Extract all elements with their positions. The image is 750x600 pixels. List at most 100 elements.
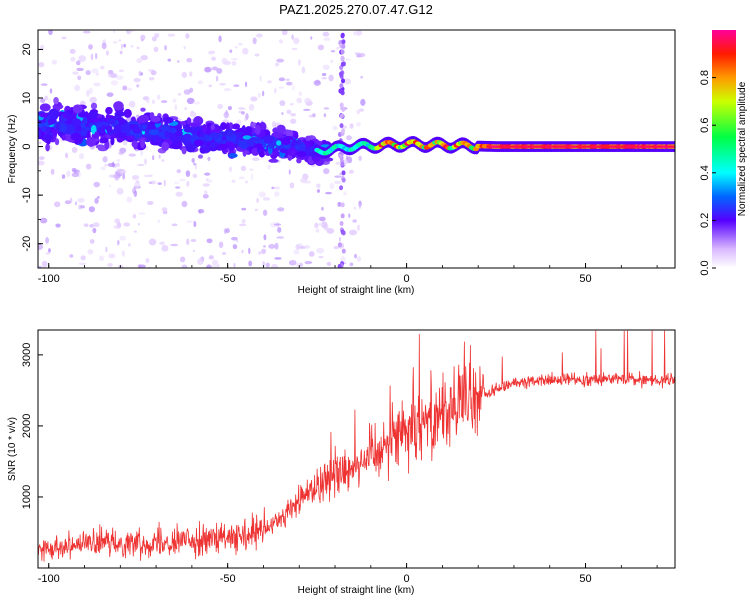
spectrogram-noise-mark [192,249,196,253]
spectrogram-noise-mark [77,75,82,81]
spectrogram-noise-mark [94,197,99,204]
spectrogram-noise-mark [163,179,166,187]
spectrogram-noise-mark [291,34,294,40]
spectrogram-noise-mark [203,190,208,195]
spectrogram-mark [96,113,102,119]
spectrogram-noise-mark [204,172,211,176]
spectrogram-noise-mark [92,227,97,234]
spectrogram-noise-mark [338,153,343,159]
spectrogram-noise-mark [71,167,77,173]
spectrogram-noise-mark [322,31,330,37]
spectrogram-noise-mark [105,246,108,253]
spectrogram-noise-mark [185,33,190,39]
spectrogram-mark [305,135,311,142]
spectrogram-noise-mark [276,236,285,239]
spectrogram-noise-mark [116,162,120,168]
spectrogram-mark [126,135,136,140]
spectrogram-noise-mark [341,230,346,236]
spectrogram-noise-mark [93,82,101,87]
spectrogram-noise-mark [138,264,146,268]
spectrogram-noise-mark [340,161,345,167]
spectrogram-mark [218,143,228,150]
spectrogram-noise-mark [41,260,48,268]
spectrogram-noise-mark [290,118,297,124]
spectrogram-noise-mark [340,55,345,61]
spectrogram-noise-mark [135,180,140,183]
spectrogram-noise-mark [55,223,61,228]
spectrogram-mark [182,133,193,143]
spectrogram-noise-mark [291,85,295,91]
spectrogram-noise-mark [87,249,94,255]
spectrogram-noise-mark [197,258,204,266]
spectrogram-noise-mark [262,209,268,216]
spectrogram-mark [115,126,123,132]
spectrogram-noise-mark [148,238,157,246]
spectrogram-noise-mark [69,48,76,54]
spectrogram-noise-mark [115,75,124,80]
spectrogram-noise-mark [176,169,181,174]
spectrogram-mark [45,143,50,152]
spectrogram-noise-mark [128,153,136,157]
spectrogram-noise-mark [231,236,238,241]
spectrogram-noise-mark [252,157,260,162]
spectrogram-mark [162,117,174,124]
spectrogram-noise-mark [202,183,210,187]
spectrogram-mark [263,134,274,144]
spectrogram-noise-mark [85,163,92,170]
spectrogram-noise-mark [164,44,167,51]
spectrogram-noise-mark [258,191,266,198]
colorbar-tick-label: 0.4 [699,165,711,180]
spectrogram-noise-mark [152,155,155,161]
spectrogram-mark [297,139,302,145]
spectrogram-mark [121,123,131,132]
spectrogram-noise-mark [299,262,303,267]
spectrogram-noise-mark [352,219,357,223]
spectrogram-noise-mark [173,181,180,184]
spectrogram-noise-mark [113,30,116,34]
spectrogram-noise-mark [151,36,157,42]
spectrogram-noise-mark [69,197,73,203]
spectrogram-noise-mark [281,30,288,36]
spectrogram-mark [209,132,221,139]
spectrogram-noise-mark [127,87,133,92]
spectrogram-noise-mark [140,34,146,41]
spectrogram-noise-mark [98,255,105,262]
spectrogram-noise-mark [112,161,115,168]
spectrogram-mark [110,136,115,146]
spectrogram-noise-mark [360,98,366,106]
spectrogram-noise-mark [175,191,183,197]
spectrogram-noise-mark [128,243,131,247]
spectrogram-noise-mark [206,179,213,183]
spectrogram-noise-mark [108,253,116,259]
spectrogram-mark [296,151,307,157]
spectrogram-noise-mark [95,72,100,76]
spectrogram-noise-mark [250,96,258,102]
spectrogram-noise-mark [323,37,331,42]
spectrogram-noise-mark [339,89,344,95]
spectrogram-noise-mark [340,33,345,39]
spectrogram-noise-mark [96,196,100,199]
spectrogram-noise-mark [346,135,352,141]
spectrogram-noise-mark [323,168,330,175]
spectrogram-mark [70,132,82,141]
spectrogram-noise-mark [208,51,213,56]
spectrogram-noise-mark [301,66,306,74]
spectrogram-noise-mark [322,64,330,70]
spectrogram-noise-mark [225,228,230,234]
x-tick-label: 50 [579,273,591,285]
spectrogram-noise-mark [40,98,46,104]
spectrogram-noise-mark [341,106,346,112]
spectrogram-noise-mark [304,97,312,104]
colorbar-tick-label: 0.0 [699,260,711,275]
spectrogram-noise-mark [273,87,277,94]
spectrogram-noise-mark [76,60,81,66]
spectrogram-mark [246,140,255,147]
spectrogram-noise-mark [91,68,99,74]
spectrogram-noise-mark [146,200,154,206]
colorbar-ticks: 0.0 0.2 0.4 0.6 0.8 [699,70,716,276]
spectrogram-noise-mark [356,109,361,115]
spectrogram-noise-mark [172,98,177,103]
spectrogram-noise-mark [178,93,181,96]
spectrogram-noise-mark [191,158,195,163]
spectrogram-mark [161,141,170,151]
